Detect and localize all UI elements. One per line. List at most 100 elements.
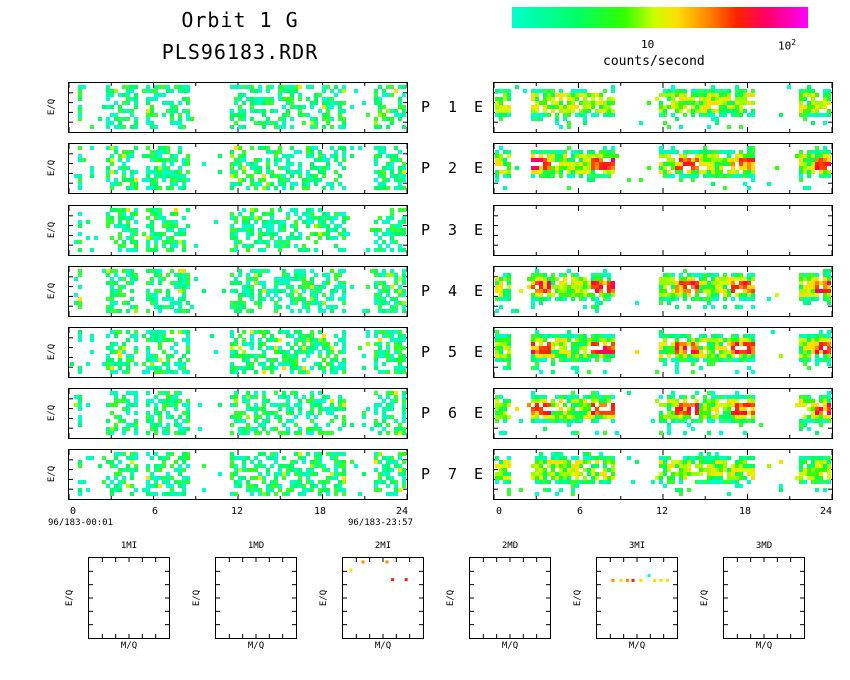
colorbar-label: counts/second [603, 54, 705, 69]
mass-plot-2MI [343, 558, 423, 638]
row-label-num-6: 6 [448, 404, 458, 422]
mass-xlabel-3MI: M/Q [628, 641, 646, 651]
mass-plot-3MI [597, 558, 677, 638]
end-time: 96/183-23:57 [348, 518, 414, 528]
colorbar [512, 7, 808, 28]
left-ylabel-2: E/Q [47, 159, 58, 177]
start-time: 96/183-00:01 [48, 518, 114, 528]
right-xtick-18: 18 [739, 506, 752, 517]
mass-plot-3MD [724, 558, 804, 638]
mass-point-3MI-5 [647, 574, 651, 578]
mass-panel-2MI [342, 557, 424, 639]
row-label-e-4: E [474, 282, 484, 300]
left-xtick-6: 6 [152, 506, 159, 517]
right-panel-2 [493, 143, 833, 194]
mass-xlabel-1MD: M/Q [247, 641, 265, 651]
mass-point-3MI-7 [659, 578, 663, 582]
left-xtick-24: 24 [396, 506, 409, 517]
left-heatmap-5 [69, 328, 407, 377]
mass-point-3MI-2 [625, 578, 629, 582]
mass-xlabel-3MD: M/Q [755, 641, 773, 651]
left-xtick-0: 0 [70, 506, 77, 517]
row-label-e-5: E [474, 343, 484, 361]
left-panel-5 [68, 327, 408, 378]
left-ylabel-5: E/Q [47, 343, 58, 361]
colorbar-tick-100: 102 [778, 38, 797, 53]
mass-point-3MI-6 [653, 578, 657, 582]
mass-point-2MI-3 [391, 578, 395, 582]
mass-ylabel-2MD: E/Q [446, 589, 457, 607]
mass-point-3MI-3 [631, 578, 635, 582]
left-heatmap-3 [69, 206, 407, 255]
right-heatmap-3 [494, 206, 832, 255]
right-panel-5 [493, 327, 833, 378]
mass-plot-1MI [89, 558, 169, 638]
mass-panel-1MI [88, 557, 170, 639]
right-panel-7 [493, 449, 833, 500]
mass-point-3MI-4 [639, 578, 643, 582]
right-panel-3 [493, 205, 833, 256]
mass-ylabel-1MI: E/Q [65, 589, 76, 607]
row-label-e-7: E [474, 465, 484, 483]
mass-point-2MI-4 [404, 578, 408, 582]
row-label-e-6: E [474, 404, 484, 422]
mass-panel-title-1MI: 1MI [120, 541, 138, 551]
row-label-p-5: P [421, 343, 431, 361]
left-heatmap-4 [69, 267, 407, 316]
row-label-p-1: P [421, 98, 431, 116]
mass-point-3MI-0 [611, 578, 615, 582]
mass-panel-3MI [596, 557, 678, 639]
mass-point-2MI-1 [361, 560, 365, 564]
right-heatmap-7 [494, 450, 832, 499]
left-xtick-12: 12 [231, 506, 244, 517]
left-heatmap-2 [69, 144, 407, 193]
mass-panel-title-2MI: 2MI [374, 541, 392, 551]
right-panel-4 [493, 266, 833, 317]
mass-panel-3MD [723, 557, 805, 639]
row-label-p-7: P [421, 465, 431, 483]
mass-panel-title-3MD: 3MD [755, 541, 773, 551]
row-label-num-4: 4 [448, 282, 458, 300]
left-ylabel-3: E/Q [47, 221, 58, 239]
left-heatmap-1 [69, 83, 407, 132]
mass-ylabel-2MI: E/Q [319, 589, 330, 607]
left-panel-6 [68, 388, 408, 439]
mass-point-3MI-8 [665, 578, 669, 582]
mass-plot-1MD [216, 558, 296, 638]
left-panel-2 [68, 143, 408, 194]
row-label-num-7: 7 [448, 465, 458, 483]
left-panel-3 [68, 205, 408, 256]
right-heatmap-4 [494, 267, 832, 316]
mass-point-2MI-2 [385, 560, 389, 564]
row-label-num-5: 5 [448, 343, 458, 361]
left-ylabel-6: E/Q [47, 404, 58, 422]
mass-panel-title-1MD: 1MD [247, 541, 265, 551]
mass-ylabel-3MI: E/Q [573, 589, 584, 607]
left-panel-1 [68, 82, 408, 133]
mass-panel-title-3MI: 3MI [628, 541, 646, 551]
mass-panel-1MD [215, 557, 297, 639]
mass-plot-2MD [470, 558, 550, 638]
right-heatmap-6 [494, 389, 832, 438]
right-xtick-6: 6 [577, 506, 584, 517]
row-label-p-6: P [421, 404, 431, 422]
left-ylabel-7: E/Q [47, 465, 58, 483]
row-label-p-2: P [421, 159, 431, 177]
row-label-e-1: E [474, 98, 484, 116]
right-xtick-0: 0 [496, 506, 503, 517]
mass-ylabel-3MD: E/Q [700, 589, 711, 607]
left-heatmap-7 [69, 450, 407, 499]
row-label-p-3: P [421, 221, 431, 239]
right-panel-1 [493, 82, 833, 133]
mass-panel-title-2MD: 2MD [501, 541, 519, 551]
row-label-e-2: E [474, 159, 484, 177]
row-label-e-3: E [474, 221, 484, 239]
mass-panel-2MD [469, 557, 551, 639]
mass-xlabel-1MI: M/Q [120, 641, 138, 651]
mass-point-2MI-0 [349, 568, 353, 572]
left-heatmap-6 [69, 389, 407, 438]
right-heatmap-5 [494, 328, 832, 377]
right-panel-6 [493, 388, 833, 439]
left-panel-4 [68, 266, 408, 317]
right-heatmap-1 [494, 83, 832, 132]
